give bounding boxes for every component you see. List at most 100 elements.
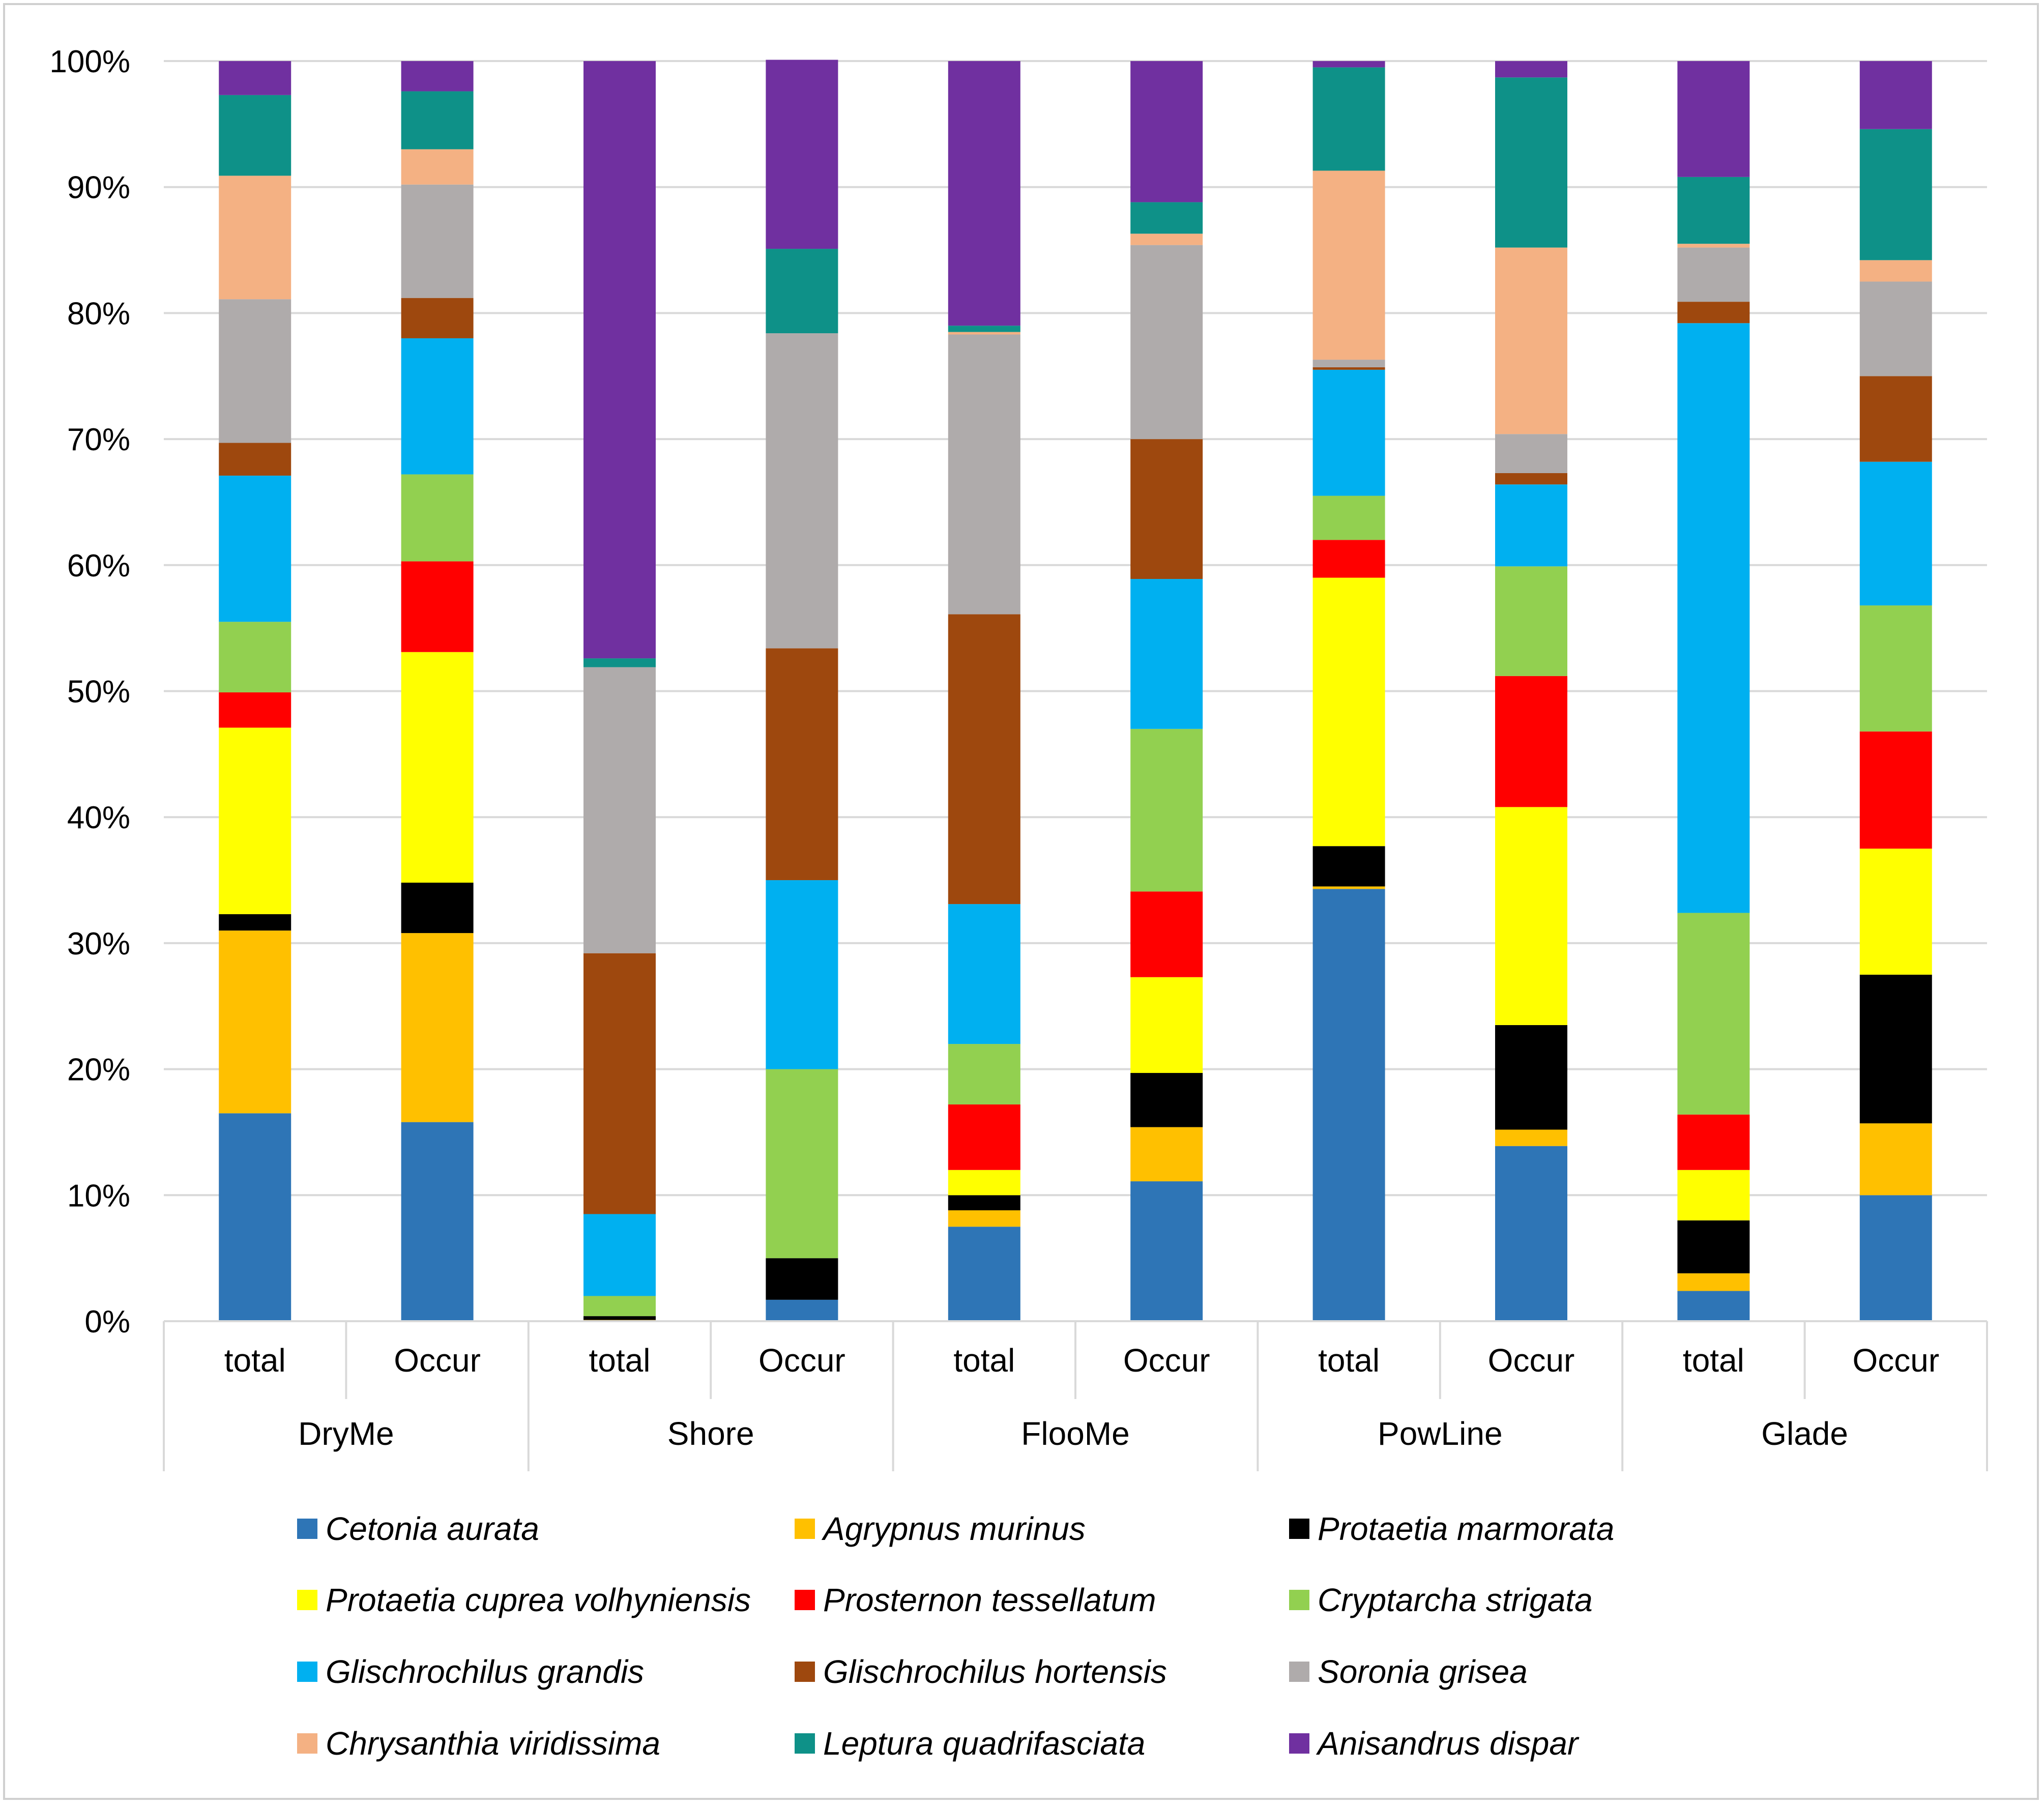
bar-segment [401,474,474,562]
y-tick-label: 90% [67,170,130,206]
category-label: total [589,1342,651,1379]
legend-swatch [297,1519,317,1539]
legend-swatch [1289,1590,1309,1610]
group-label: Shore [667,1415,754,1452]
legend-label: Cetonia aurata [326,1510,539,1547]
legend-label: Agrypnus murinus [821,1510,1086,1547]
bar-segment [1677,1273,1750,1291]
bar-segment [1312,889,1385,1321]
y-tick-label: 0% [84,1304,130,1340]
bar-segment [1495,676,1567,807]
bar-segment [583,953,656,1214]
legend-swatch [297,1590,317,1610]
legend-swatch [1289,1733,1309,1754]
bar-segment [1130,1073,1203,1127]
bar-segment [948,61,1020,326]
legend-label: Glischrochilus hortensis [823,1653,1167,1690]
group-label: DryMe [298,1415,394,1452]
y-tick-label: 10% [67,1178,130,1213]
bar-segment [1677,1220,1750,1273]
bar-segment [1312,369,1385,496]
bar-segment [1859,1123,1932,1196]
bar-segment [401,933,474,1122]
bar-segment [766,880,838,1069]
bar-segment [583,1316,656,1320]
bar-segment [219,727,291,914]
bar-segment [948,614,1020,905]
bar-segment [401,61,474,92]
bar-segment [1130,61,1203,202]
legend-label: Glischrochilus grandis [326,1653,644,1690]
group-label: Glade [1761,1415,1848,1452]
bar-segment [1312,577,1385,847]
bar-segment [1495,1025,1567,1130]
bar-segment [1677,913,1750,1115]
y-tick-label: 20% [67,1053,130,1088]
bar-segment [401,1122,474,1321]
bar-segment [219,1113,291,1321]
legend-swatch [1289,1662,1309,1682]
bar-segment [1130,977,1203,1073]
category-label: Occur [758,1342,845,1379]
bar-segment [1859,974,1932,1124]
chart-frame: 0% 10% 20% 30% 40% 50% 60% 70% 80% 90% 100% total Oc… [3,3,2039,1800]
y-tick-label: 100% [49,44,130,79]
bar-segment [1677,177,1750,244]
bar-segment [1495,484,1567,567]
legend-label: Prosternon tessellatum [823,1582,1156,1618]
legend-label: Soronia grisea [1318,1653,1528,1690]
bar-segment [1312,886,1385,889]
bar-segment [1677,302,1750,324]
bar-segment [1130,202,1203,234]
bar-segment [1677,244,1750,248]
bar-segment [401,149,474,185]
bar-segment [1312,540,1385,578]
legend-swatch [297,1733,317,1754]
bar-segment [948,1044,1020,1104]
y-tick-label: 80% [67,296,130,331]
legend-label: Anisandrus dispar [1316,1725,1580,1762]
bar-segment [583,1214,656,1296]
y-tick-label: 70% [67,422,130,457]
bar-segment [219,95,291,176]
bar-segment [219,61,291,95]
bar-segment [401,561,474,652]
category-label: Occur [394,1342,481,1379]
bar-segment [1495,1129,1567,1146]
group-label: FlooMe [1021,1415,1129,1452]
bar-segment [1859,260,1932,282]
bar-segment [583,61,656,659]
legend-swatch [795,1590,815,1610]
category-label: Occur [1488,1342,1575,1379]
bar-segment [948,1227,1020,1321]
legend-swatch [795,1519,815,1539]
bar-segment [1859,281,1932,376]
bar-segment [219,475,291,622]
bar-segment [401,883,474,934]
bar-segment [1130,729,1203,892]
legend-swatch [795,1733,815,1754]
bar-segment [1312,61,1385,68]
bar-segment [766,1299,838,1321]
bar-segment [766,1258,838,1300]
legend-label: Chrysanthia viridissima [326,1725,660,1762]
bar-segment [1495,61,1567,78]
category-label: Occur [1123,1342,1210,1379]
bar-segment [1312,367,1385,370]
bar-segment [583,658,656,667]
bar-segment [766,1069,838,1259]
category-label: total [953,1342,1015,1379]
legend-label: Protaetia cuprea volhyniensis [326,1582,751,1618]
bar-segment [219,443,291,476]
bar-segment [766,249,838,334]
category-label: Occur [1852,1342,1939,1379]
bar-segment [1495,473,1567,485]
bar-segment [1677,1114,1750,1170]
bar-segment [948,334,1020,615]
bar-segment [1859,849,1932,975]
legend-label: Protaetia marmorata [1318,1510,1614,1547]
legend-label: Cryptarcha strigata [1318,1582,1593,1618]
legend-swatch [297,1662,317,1682]
category-label: total [1683,1342,1744,1379]
stacked-bar-chart: 0% 10% 20% 30% 40% 50% 60% 70% 80% 90% 100% total Oc… [49,44,1988,1762]
